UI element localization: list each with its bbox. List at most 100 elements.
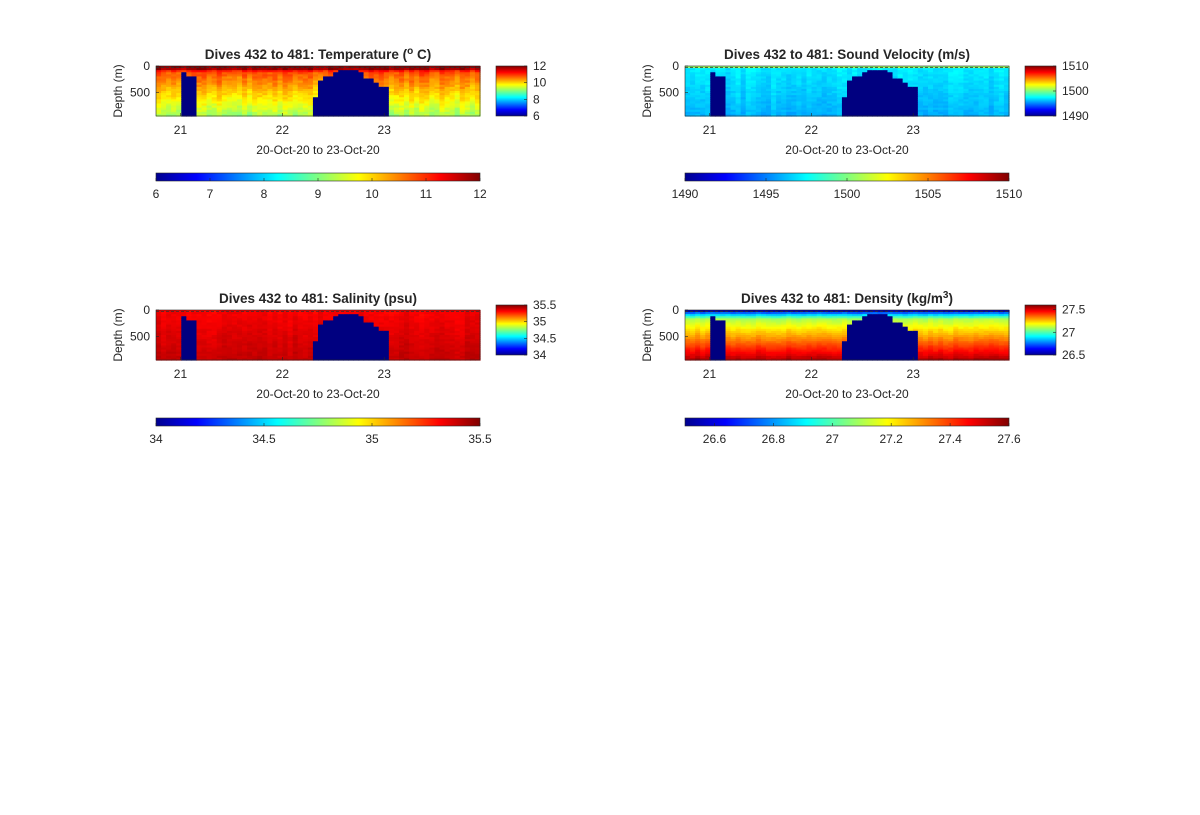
heat-cell bbox=[242, 312, 248, 315]
heat-cell bbox=[907, 82, 914, 86]
heat-cell bbox=[333, 339, 339, 342]
heat-cell bbox=[429, 86, 436, 90]
heat-cell bbox=[211, 109, 218, 113]
heat-cell bbox=[333, 84, 339, 88]
heat-cell bbox=[474, 322, 481, 326]
heat-cell bbox=[720, 357, 727, 361]
heat-cell bbox=[181, 339, 187, 342]
heat-cell bbox=[469, 82, 476, 86]
heat-cell bbox=[161, 86, 167, 90]
heat-cell bbox=[978, 113, 985, 117]
heat-cell bbox=[735, 97, 742, 100]
heat-cell bbox=[297, 310, 304, 313]
heat-cell bbox=[399, 335, 405, 338]
heat-cell bbox=[750, 88, 757, 92]
heat-cell bbox=[262, 88, 268, 92]
heat-cell bbox=[434, 332, 441, 336]
heat-cell bbox=[161, 107, 167, 111]
heat-cell bbox=[439, 351, 446, 355]
heat-cell bbox=[237, 357, 243, 361]
heat-cell bbox=[434, 343, 441, 347]
heat-cell bbox=[211, 345, 218, 349]
heat-cell bbox=[201, 80, 208, 84]
heat-cell bbox=[221, 91, 228, 94]
heat-cell bbox=[383, 332, 390, 336]
heat-cell bbox=[781, 86, 787, 90]
heat-cell bbox=[338, 93, 344, 96]
heat-cell bbox=[196, 316, 203, 319]
heat-cell bbox=[231, 97, 238, 100]
heat-cell bbox=[705, 103, 711, 107]
heat-cell bbox=[161, 82, 167, 86]
heat-cell bbox=[872, 86, 878, 90]
heat-cell bbox=[257, 70, 263, 73]
heat-cell bbox=[242, 355, 248, 359]
x-axis-label: 20-Oct-20 to 23-Oct-20 bbox=[256, 143, 380, 157]
heat-cell bbox=[836, 113, 843, 117]
heat-cell bbox=[333, 314, 339, 317]
heat-cell bbox=[917, 84, 924, 88]
heat-cell bbox=[206, 310, 213, 313]
heat-cell bbox=[343, 88, 349, 92]
x-tick-label: 22 bbox=[276, 367, 290, 381]
heat-cell bbox=[424, 109, 430, 113]
heat-cell bbox=[424, 88, 430, 92]
heat-cell bbox=[922, 105, 929, 109]
heat-cell bbox=[156, 332, 162, 336]
heat-cell bbox=[725, 74, 732, 78]
heat-cell bbox=[338, 84, 344, 88]
colorbar-tick-label: 10 bbox=[533, 76, 547, 90]
heat-cell bbox=[409, 95, 415, 98]
heat-cell bbox=[343, 111, 349, 115]
heat-cell bbox=[429, 355, 436, 359]
heat-cell bbox=[735, 343, 742, 347]
heat-cell bbox=[816, 88, 823, 92]
heat-cell bbox=[429, 107, 436, 111]
heat-cell bbox=[328, 322, 334, 326]
heat-cell bbox=[464, 330, 471, 334]
heat-cell bbox=[730, 339, 737, 342]
heat-cell bbox=[862, 99, 868, 103]
heat-cell bbox=[297, 320, 304, 324]
heat-cell bbox=[912, 76, 919, 80]
heat-cell bbox=[262, 74, 268, 78]
heat-cell bbox=[302, 97, 309, 100]
heat-cell bbox=[267, 76, 274, 80]
heat-cell bbox=[776, 99, 782, 103]
heat-cell bbox=[176, 318, 182, 322]
heat-cell bbox=[917, 68, 924, 71]
heat-cell bbox=[690, 84, 696, 88]
heat-cell bbox=[705, 107, 711, 111]
heat-cell bbox=[399, 97, 405, 100]
heat-cell bbox=[277, 351, 284, 355]
heat-cell bbox=[277, 349, 284, 353]
heat-cell bbox=[907, 93, 914, 96]
heat-cell bbox=[373, 330, 380, 334]
heat-cell bbox=[710, 72, 716, 75]
heat-cell bbox=[449, 111, 456, 115]
heat-cell bbox=[700, 82, 706, 86]
heat-cell bbox=[862, 113, 868, 117]
heat-cell bbox=[745, 78, 752, 82]
heat-cell bbox=[333, 316, 339, 319]
heat-cell bbox=[318, 70, 324, 73]
heat-cell bbox=[710, 101, 716, 105]
heat-cell bbox=[771, 70, 777, 73]
heat-cell bbox=[181, 343, 187, 347]
heat-cell bbox=[373, 107, 380, 111]
heat-cell bbox=[740, 86, 747, 90]
heat-cell bbox=[988, 91, 995, 94]
heat-cell bbox=[821, 80, 828, 84]
heat-cell bbox=[181, 68, 187, 71]
heat-cell bbox=[373, 76, 380, 80]
heat-cell bbox=[363, 78, 370, 82]
heat-cell bbox=[811, 70, 818, 73]
heat-cell bbox=[312, 341, 319, 344]
heat-cell bbox=[459, 355, 466, 359]
heat-cell bbox=[700, 347, 706, 351]
heat-cell bbox=[847, 88, 853, 92]
heat-cell bbox=[161, 320, 167, 324]
heat-cell bbox=[474, 97, 481, 100]
heat-cell bbox=[383, 103, 390, 107]
